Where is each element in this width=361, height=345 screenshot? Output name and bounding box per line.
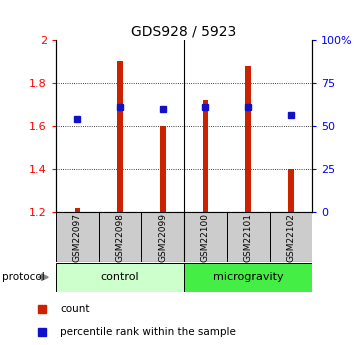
Text: GSM22102: GSM22102 bbox=[286, 213, 295, 262]
Text: control: control bbox=[101, 272, 139, 282]
Bar bbox=[203, 100, 208, 212]
Text: GSM22100: GSM22100 bbox=[201, 213, 210, 262]
Text: microgravity: microgravity bbox=[213, 272, 283, 282]
Text: GSM22099: GSM22099 bbox=[158, 213, 167, 262]
Text: percentile rank within the sample: percentile rank within the sample bbox=[60, 327, 236, 337]
Bar bbox=[117, 61, 123, 212]
Bar bbox=[99, 212, 142, 262]
Bar bbox=[160, 126, 166, 212]
Bar bbox=[74, 208, 80, 212]
Bar bbox=[184, 263, 312, 292]
Bar bbox=[288, 169, 294, 212]
Text: GSM22098: GSM22098 bbox=[116, 213, 125, 262]
Bar bbox=[184, 212, 227, 262]
Bar bbox=[270, 212, 312, 262]
Text: protocol: protocol bbox=[2, 272, 44, 282]
Bar bbox=[245, 66, 251, 212]
Title: GDS928 / 5923: GDS928 / 5923 bbox=[131, 24, 237, 39]
Bar bbox=[142, 212, 184, 262]
Text: GSM22097: GSM22097 bbox=[73, 213, 82, 262]
Bar bbox=[56, 212, 99, 262]
Text: GSM22101: GSM22101 bbox=[244, 213, 253, 262]
Bar bbox=[56, 263, 184, 292]
Text: count: count bbox=[60, 304, 90, 314]
Bar bbox=[227, 212, 270, 262]
